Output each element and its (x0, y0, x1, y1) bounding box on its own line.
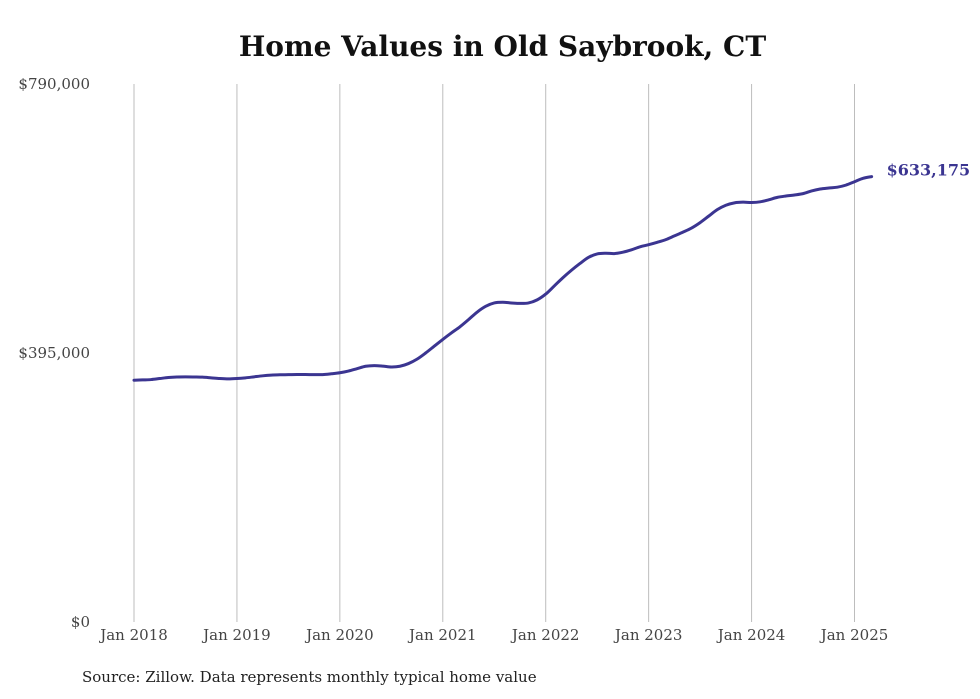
x-axis-ticks: Jan 2018 Jan 2019 Jan 2020 Jan 2021 Jan 2022… (98, 626, 888, 644)
y-tick-label: $790,000 (18, 75, 90, 93)
x-tick-label: Jan 2025 (819, 626, 889, 644)
end-value-label: $633,175 (887, 161, 971, 180)
x-tick-label: Jan 2023 (613, 626, 683, 644)
series-layer: $633,175 (132, 161, 971, 382)
x-tick-label: Jan 2024 (716, 626, 786, 644)
x-tick-label: Jan 2022 (510, 626, 580, 644)
y-axis-ticks: $0 $395,000 $790,000 (18, 75, 90, 631)
y-tick-label: $0 (71, 613, 90, 631)
x-tick-label: Jan 2019 (201, 626, 271, 644)
grid-lines (133, 84, 855, 622)
x-tick-label: Jan 2021 (407, 626, 477, 644)
y-tick-label: $395,000 (18, 344, 90, 362)
x-tick-label: Jan 2018 (98, 626, 168, 644)
chart-title: Home Values in Old Saybrook, CT (238, 30, 767, 63)
source-note: Source: Zillow. Data represents monthly … (82, 668, 537, 686)
series-line (132, 175, 874, 382)
x-tick-label: Jan 2020 (304, 626, 374, 644)
